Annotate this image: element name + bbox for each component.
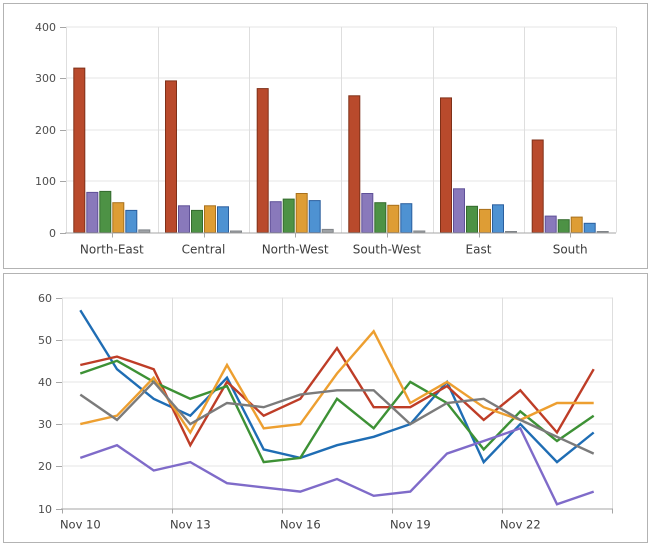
svg-text:North-West: North-West (262, 243, 329, 257)
svg-text:Central: Central (182, 243, 226, 257)
svg-text:100: 100 (35, 175, 56, 188)
svg-text:50: 50 (38, 334, 52, 347)
svg-text:30: 30 (38, 418, 52, 431)
svg-text:Nov 13: Nov 13 (170, 518, 211, 532)
svg-text:200: 200 (35, 124, 56, 137)
svg-text:40: 40 (38, 376, 52, 389)
svg-text:20: 20 (38, 460, 52, 473)
bar-chart-panel: 0 100 200 300 400 North-East Central North-West… (3, 3, 648, 269)
line-chart-panel: 10 20 30 40 50 60 Nov 10 Nov 13 Nov 16 Nov 19 Nov … (3, 273, 648, 543)
svg-text:Nov 19: Nov 19 (390, 518, 431, 532)
svg-text:Nov 16: Nov 16 (280, 518, 321, 532)
svg-text:10: 10 (38, 503, 52, 516)
svg-text:0: 0 (49, 227, 56, 240)
svg-text:Nov 22: Nov 22 (500, 518, 541, 532)
svg-text:East: East (466, 243, 492, 257)
svg-text:400: 400 (35, 21, 56, 34)
svg-text:South-West: South-West (353, 243, 422, 257)
svg-text:North-East: North-East (80, 243, 144, 257)
svg-text:Nov 10: Nov 10 (60, 518, 101, 532)
svg-text:60: 60 (38, 292, 52, 305)
svg-text:300: 300 (35, 72, 56, 85)
svg-text:South: South (553, 243, 588, 257)
bar-chart: 0 100 200 300 400 North-East Central North-West… (35, 21, 617, 257)
line-chart: 10 20 30 40 50 60 Nov 10 Nov 13 Nov 16 Nov 19 Nov … (38, 292, 613, 532)
